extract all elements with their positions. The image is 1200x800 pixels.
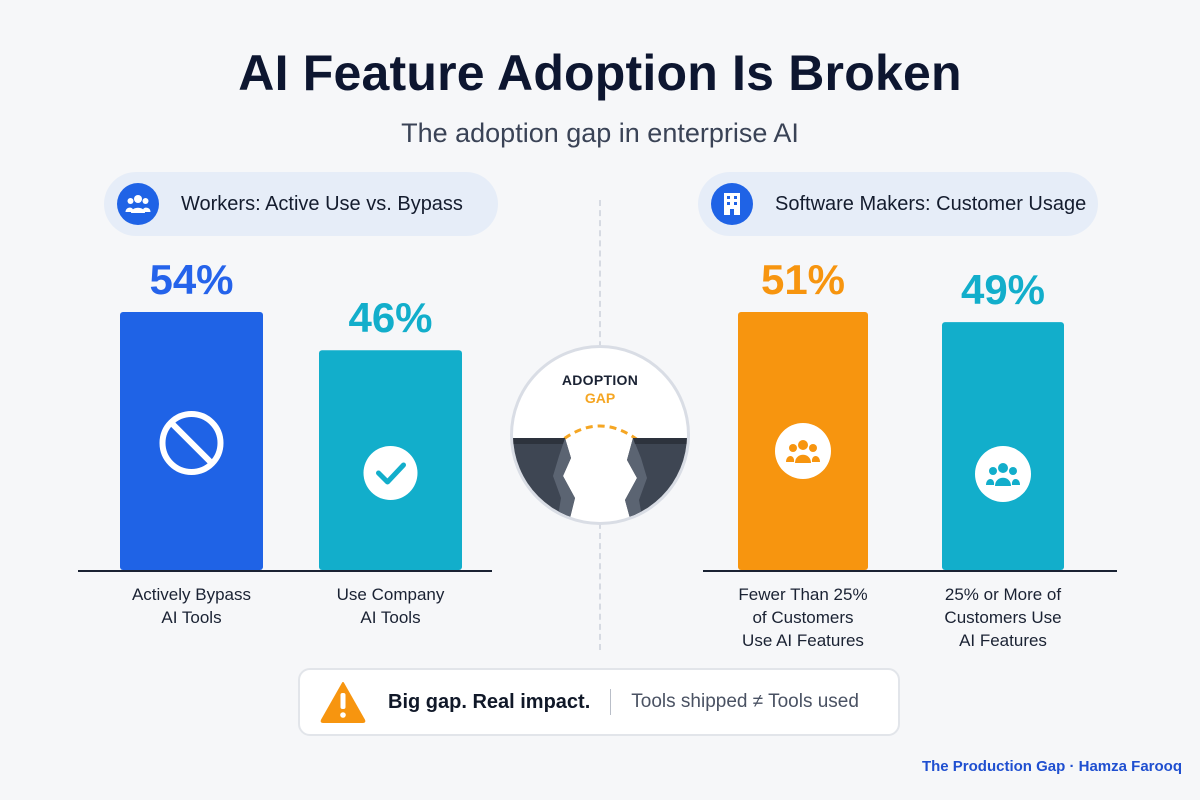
ban-icon (159, 411, 224, 475)
bar-group-0-1: 46% (319, 294, 462, 570)
page-title: AI Feature Adoption Is Broken (238, 45, 962, 101)
callout-text: Tools shipped ≠ Tools used (631, 691, 859, 712)
people-icon (117, 183, 159, 225)
adoption-gap-subtitle: GAP (584, 390, 616, 406)
check-icon (363, 446, 418, 500)
callout-headline: Big gap. Real impact. (388, 690, 591, 713)
bar-value-label: 51% (761, 256, 845, 303)
credit-line: The Production Gap · Hamza Farooq (921, 758, 1182, 775)
people-icon (775, 423, 831, 479)
warning-icon (320, 682, 366, 723)
workers-panel-label: Workers: Active Use vs. Bypass (181, 192, 463, 215)
bar-value-label: 49% (961, 266, 1045, 313)
adoption-gap-badge: ADOPTION GAP (510, 345, 690, 525)
building-icon (711, 183, 753, 225)
bar-group-1-1: 49% (942, 266, 1064, 570)
bar-group-1-0: 51% (738, 256, 868, 570)
bar-group-0-0: 54% (120, 256, 263, 570)
bar-value-label: 46% (348, 294, 432, 341)
callout-box: Big gap. Real impact. Tools shipped ≠ To… (298, 668, 900, 736)
software-makers-panel-label: Software Makers: Customer Usage (775, 192, 1087, 215)
workers-panel-header: Workers: Active Use vs. Bypass (104, 172, 498, 236)
callout-separator (610, 689, 612, 715)
page-subtitle: The adoption gap in enterprise AI (401, 118, 799, 148)
bar-value-label: 54% (149, 256, 233, 303)
bar-category-label: Fewer Than 25% of Customers Use AI Featu… (738, 585, 868, 650)
bar-category-label: 25% or More of Customers Use AI Features (944, 585, 1062, 650)
cliff-gap-icon (513, 424, 687, 522)
people-icon (975, 446, 1031, 502)
bar-category-label: Actively Bypass AI Tools (131, 585, 252, 627)
bar-category-label: Use Company AI Tools (336, 585, 445, 627)
software-makers-panel-header: Software Makers: Customer Usage (698, 172, 1098, 236)
adoption-gap-title: ADOPTION (561, 372, 639, 388)
